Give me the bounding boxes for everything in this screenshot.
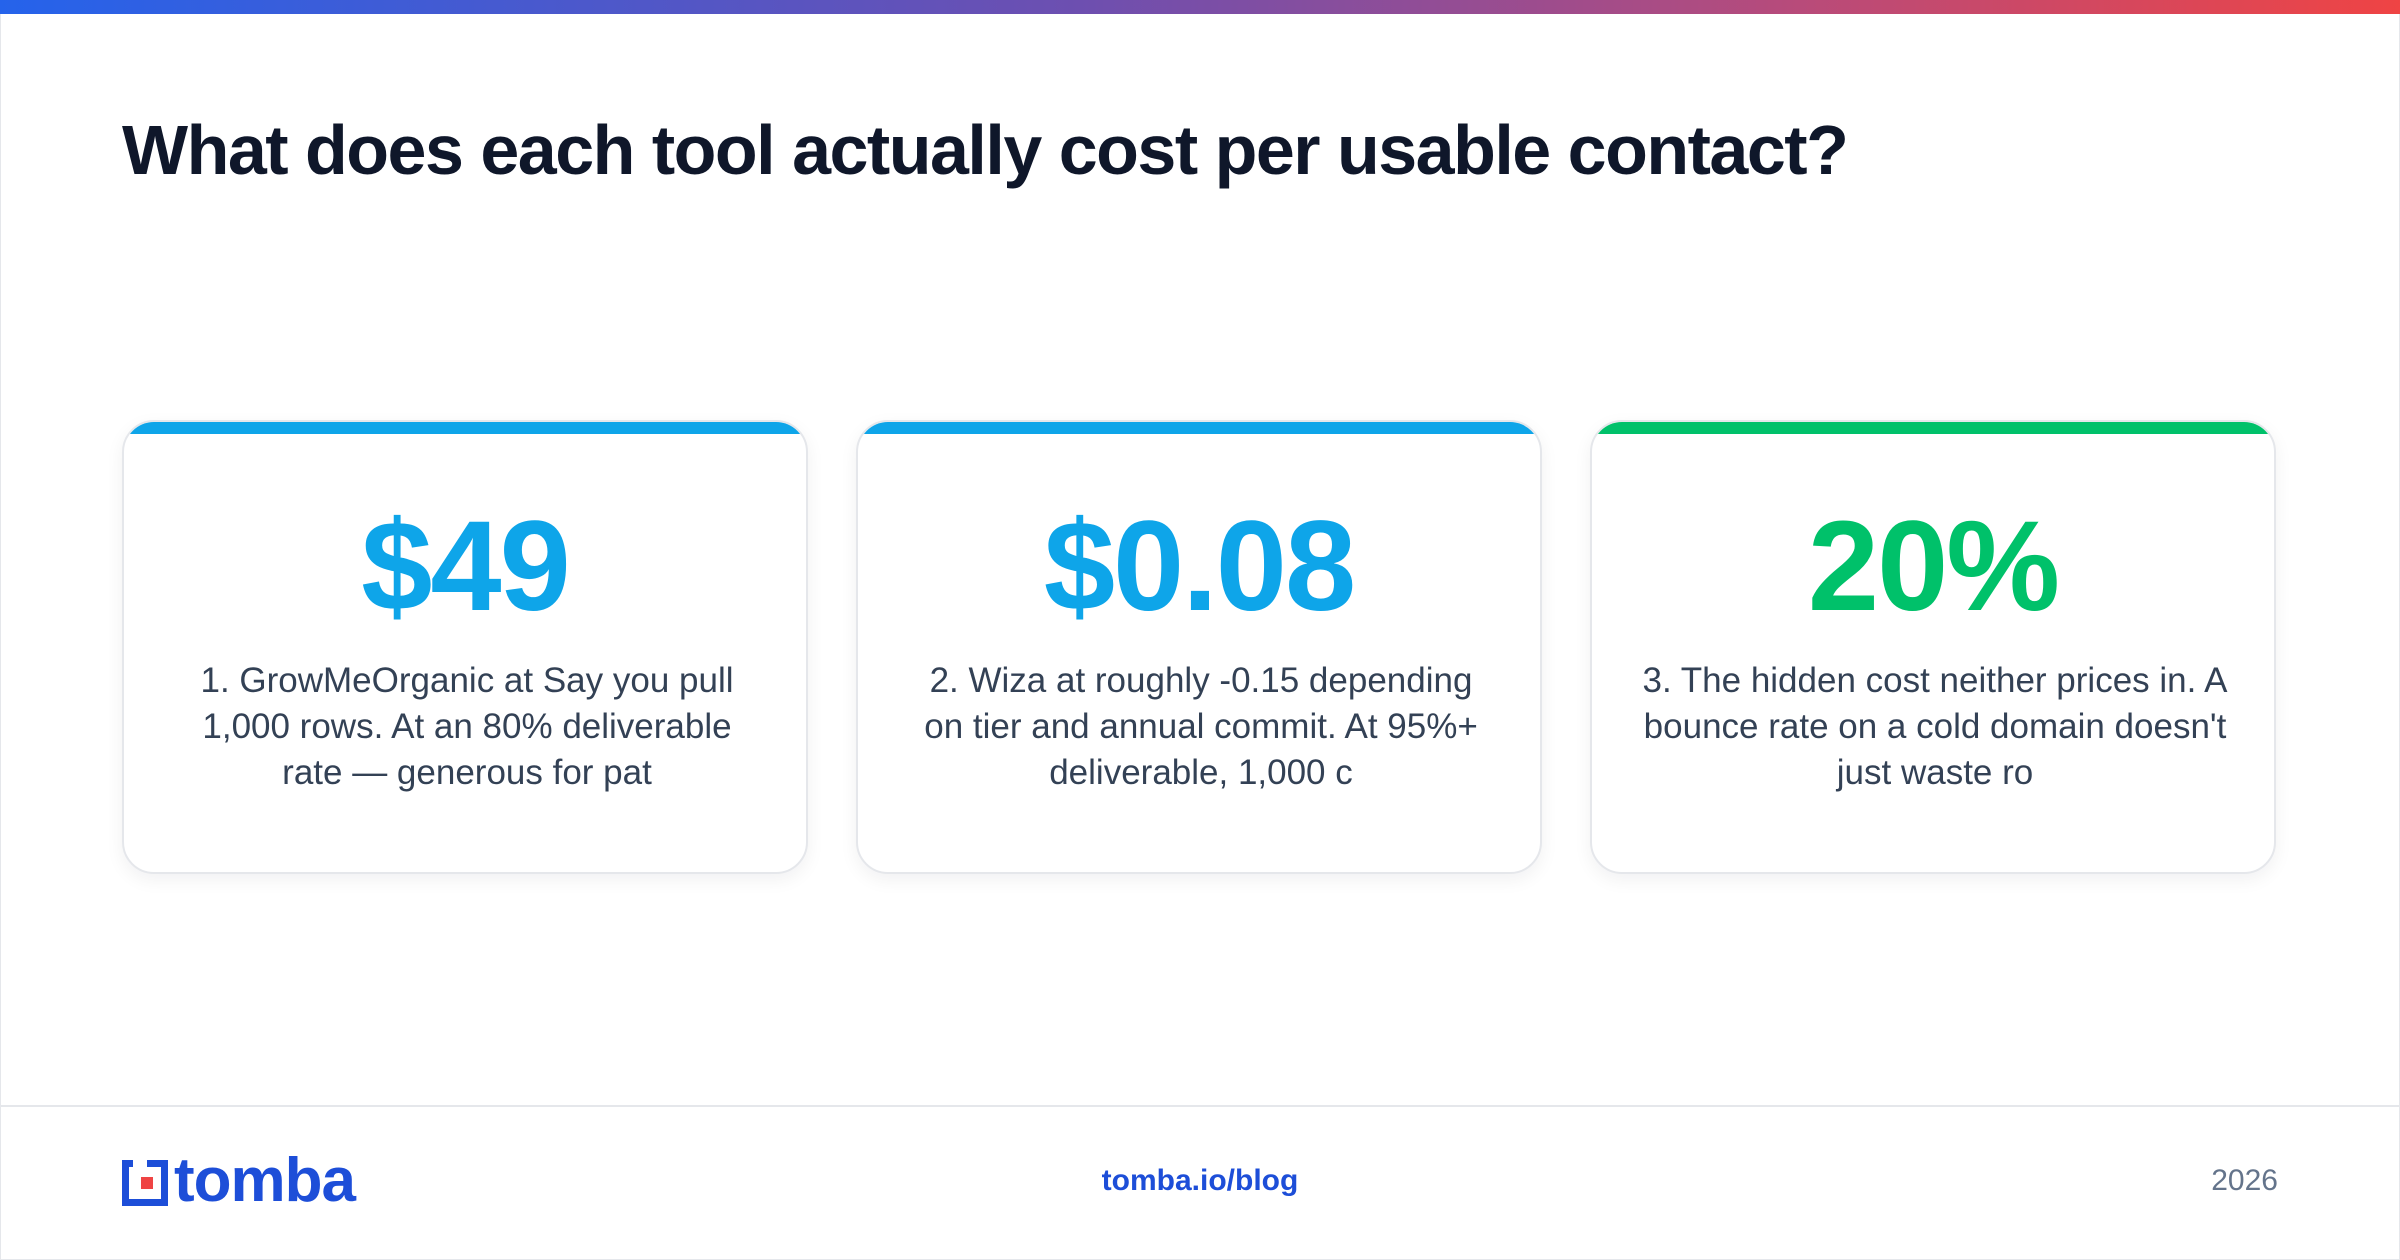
stat-description: 2. Wiza at roughly -0.15 depending on ti…	[924, 661, 1478, 792]
footer-year: 2026	[2211, 1164, 2278, 1197]
footer-divider	[0, 1105, 2400, 1107]
stat-card-3: 20% 3. The hidden cost neither prices in…	[1590, 420, 2276, 874]
headline: What does each tool actually cost per us…	[122, 111, 1849, 189]
stat-card-1: $49 1. GrowMeOrganic at Say you pull 1,0…	[122, 420, 808, 874]
stat-value: 20%	[1807, 495, 2060, 638]
stat-value: $49	[361, 495, 571, 638]
card-accent-bar	[858, 422, 1540, 434]
card-accent-bar	[1592, 422, 2274, 434]
tomba-logo-icon	[122, 1160, 168, 1206]
stat-value: $0.08	[1043, 495, 1356, 638]
card-accent-bar	[124, 422, 806, 434]
tomba-logo: tomba	[122, 1148, 382, 1214]
stat-description: 3. The hidden cost neither prices in. A …	[1642, 661, 2228, 792]
logo-wordmark: tomba	[174, 1146, 356, 1215]
stat-description: 1. GrowMeOrganic at Say you pull 1,000 r…	[200, 661, 734, 792]
stat-cards: $49 1. GrowMeOrganic at Say you pull 1,0…	[122, 420, 2278, 876]
blog-link[interactable]: tomba.io/blog	[1101, 1164, 1299, 1197]
stat-card-2: $0.08 2. Wiza at roughly -0.15 depending…	[856, 420, 1542, 874]
top-gradient-bar	[0, 0, 2400, 14]
